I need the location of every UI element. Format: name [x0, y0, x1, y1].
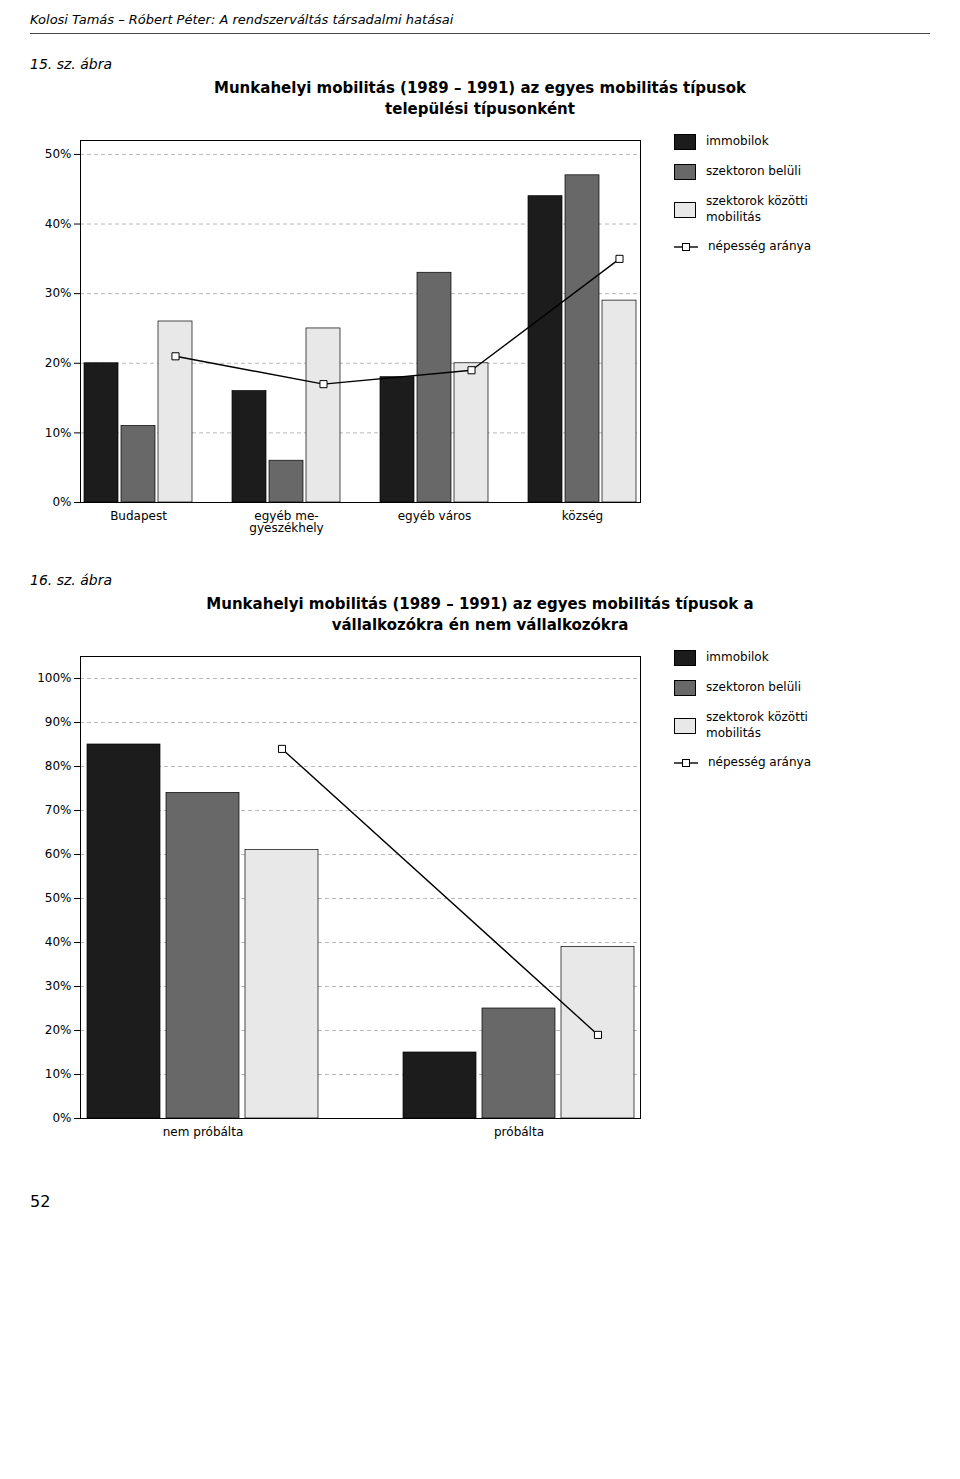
svg-text:0%: 0% [52, 1111, 71, 1125]
svg-text:50%: 50% [45, 891, 72, 905]
svg-text:egyéb város: egyéb város [398, 509, 472, 523]
svg-text:30%: 30% [45, 979, 72, 993]
svg-text:90%: 90% [45, 715, 72, 729]
html-text:Munkahelyi mobilitás (1989 – 1: Munkahelyi mobilitás (1989 – 1991) az eg… [206, 595, 754, 634]
html-text:52: 52 [30, 1192, 51, 1211]
svg-text:20%: 20% [45, 1023, 72, 1037]
svg-text:30%: 30% [45, 286, 72, 300]
svg-text:40%: 40% [45, 935, 72, 949]
html-text:Munkahelyi mobilitás (1989 – 1: Munkahelyi mobilitás (1989 – 1991) az eg… [214, 79, 746, 118]
html-text:népesség aránya: népesség aránya [708, 755, 811, 770]
svg-text:egyéb me-gyeszékhely: egyéb me-gyeszékhely [249, 509, 323, 535]
svg-text:70%: 70% [45, 803, 72, 817]
svg-text:60%: 60% [45, 847, 72, 861]
html-text:szektorok közötti mobilitás: szektorok közötti mobilitás [706, 194, 808, 224]
svg-text:20%: 20% [45, 356, 72, 370]
html-text:szektorok közötti mobilitás: szektorok közötti mobilitás [706, 710, 808, 740]
html-text:népesség aránya: népesség aránya [708, 239, 811, 254]
svg-text:50%: 50% [45, 147, 72, 161]
svg-text:0%: 0% [52, 495, 71, 509]
svg-text:100%: 100% [37, 671, 71, 685]
svg-text:10%: 10% [45, 1067, 72, 1081]
html-text:immobilok: immobilok [706, 650, 769, 665]
svg-text:80%: 80% [45, 759, 72, 773]
html-text:15. sz. ábra: 15. sz. ábra [30, 56, 113, 72]
svg-text:nem próbálta: nem próbálta [163, 1125, 243, 1139]
svg-text:község: község [562, 509, 603, 523]
html-text:szektoron belüli: szektoron belüli [706, 680, 801, 695]
html-text:16. sz. ábra: 16. sz. ábra [30, 572, 113, 588]
svg-text:10%: 10% [45, 426, 72, 440]
html-text:Kolosi Tamás – Róbert Péter: A: Kolosi Tamás – Róbert Péter: A rendszerv… [30, 12, 454, 27]
html-text:immobilok: immobilok [706, 134, 769, 149]
svg-text:próbálta: próbálta [494, 1125, 544, 1139]
html-text:szektoron belüli: szektoron belüli [706, 164, 801, 179]
svg-text:40%: 40% [45, 217, 72, 231]
svg-text:Budapest: Budapest [110, 509, 167, 523]
